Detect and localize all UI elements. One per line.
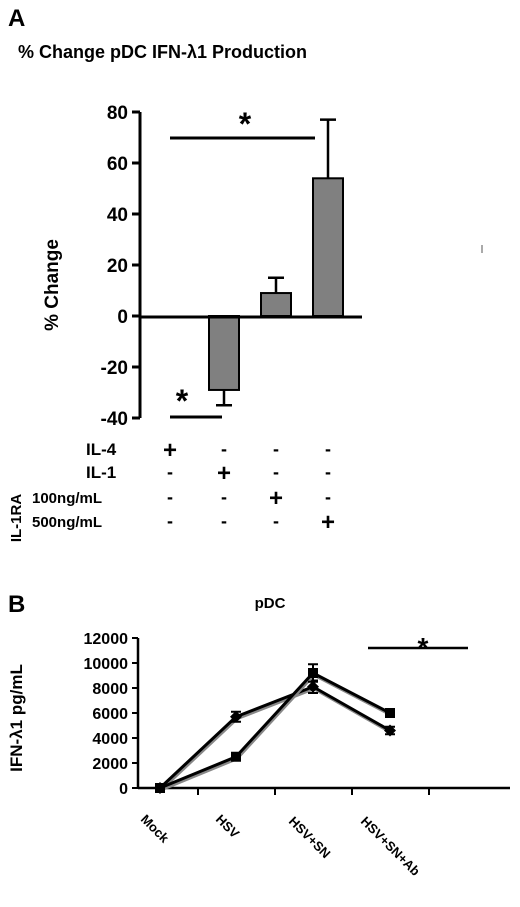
panel-b-series bbox=[154, 663, 396, 794]
panel-a-condition-label: 500ng/mL bbox=[32, 514, 102, 531]
panel-b-y-tick-label: 4000 bbox=[92, 731, 128, 748]
panel-b-y-tick-label: 6000 bbox=[92, 706, 128, 723]
panel-a-condition-mark: - bbox=[221, 487, 227, 507]
panel-a-condition-mark: + bbox=[321, 509, 335, 536]
panel-a-condition-mark: - bbox=[221, 439, 227, 459]
panel-a-y-tick-label: 80 bbox=[107, 103, 128, 124]
panel-b-label: B bbox=[8, 591, 25, 618]
panel-b-y-tick-label: 2000 bbox=[92, 756, 128, 773]
panel-a-condition-mark: - bbox=[221, 511, 227, 531]
panel-a-condition-mark: + bbox=[163, 437, 177, 464]
panel-b-y-tick-label: 10000 bbox=[84, 656, 129, 673]
panel-a-condition-mark: - bbox=[273, 439, 279, 459]
panel-b-title: pDC bbox=[255, 595, 286, 612]
panel-a-y-ticks: -40 -20 0 20 40 60 80 bbox=[101, 103, 140, 430]
panel-a-y-tick-label: -20 bbox=[101, 358, 128, 379]
panel-b-x-tick-label: HSV+SN+Ab bbox=[358, 814, 423, 879]
panel-a-conditions: IL-4 + - - -IL-1- + - -100ng/mL - - + -500ng/mL - - - + bbox=[32, 437, 335, 536]
panel-b-x-tick-label: HSV bbox=[213, 812, 243, 842]
panel-a-y-tick-label: 20 bbox=[107, 256, 128, 277]
panel-a-bar bbox=[260, 292, 292, 317]
panel-b-y-tick-label: 0 bbox=[119, 781, 128, 798]
panel-a-condition-mark: + bbox=[217, 460, 231, 487]
panel-a-sig-star-bottom: * bbox=[176, 383, 189, 419]
panel-a-y-tick-label: 40 bbox=[107, 205, 128, 226]
panel-b-point-square bbox=[308, 668, 318, 678]
panel-a-y-tick-label: 0 bbox=[117, 307, 128, 328]
panel-b-series-line bbox=[158, 685, 391, 790]
panel-a-condition-mark: - bbox=[325, 487, 331, 507]
panel-b-point-square bbox=[385, 708, 395, 718]
panel-b-point-square bbox=[231, 751, 241, 762]
panel-a-condition-mark: - bbox=[273, 462, 279, 482]
panel-b-x-tick-label: Mock bbox=[138, 812, 173, 847]
panel-a-y-tick-label: 60 bbox=[107, 154, 128, 175]
panel-a-label: A bbox=[8, 5, 25, 32]
panel-a-title: % Change pDC IFN-λ1 Production bbox=[18, 42, 307, 62]
panel-a-group-label: IL-1RA bbox=[8, 494, 25, 543]
panel-b-sig-star: * bbox=[418, 632, 429, 663]
panel-a-sig-star-top: * bbox=[239, 106, 252, 142]
panel-a: A % Change pDC IFN-λ1 Production % Chang… bbox=[8, 5, 483, 543]
panel-b-y-tick-label: 12000 bbox=[84, 631, 129, 648]
panel-a-ylabel: % Change bbox=[42, 239, 63, 331]
panel-a-bar bbox=[312, 177, 344, 317]
panel-b-y-ticks: 0 2000 4000 6000 8000 10000 12000 bbox=[84, 631, 138, 798]
panel-a-condition-mark: - bbox=[167, 487, 173, 507]
panel-b-point-diamond bbox=[307, 680, 319, 693]
panel-a-y-tick-label: -40 bbox=[101, 409, 128, 430]
panel-b: B pDC IFN-λ1 pg/mL 0 2000 4000 6000 8000 1000… bbox=[7, 591, 510, 879]
panel-a-condition-mark: - bbox=[273, 511, 279, 531]
panel-a-condition-label: IL-1 bbox=[86, 463, 116, 482]
panel-a-condition-mark: + bbox=[269, 485, 283, 512]
panel-a-condition-mark: - bbox=[167, 462, 173, 482]
panel-a-condition-mark: - bbox=[325, 462, 331, 482]
panel-a-condition-label: IL-4 bbox=[86, 440, 117, 459]
panel-a-condition-mark: - bbox=[325, 439, 331, 459]
panel-b-point-diamond bbox=[384, 724, 396, 737]
panel-b-point-diamond bbox=[230, 710, 242, 723]
panel-a-bar bbox=[208, 315, 240, 391]
panel-b-y-tick-label: 8000 bbox=[92, 681, 128, 698]
panel-a-condition-label: 100ng/mL bbox=[32, 490, 102, 507]
panel-b-point-square bbox=[155, 783, 165, 793]
panel-a-error-bars bbox=[216, 118, 336, 407]
panel-b-ylabel: IFN-λ1 pg/mL bbox=[7, 664, 26, 772]
panel-b-x-tick-label: HSV+SN bbox=[286, 814, 334, 862]
panel-b-series-line bbox=[159, 671, 391, 790]
panel-a-condition-mark: - bbox=[167, 511, 173, 531]
panel-b-x-ticks: Mock HSV HSV+SN HSV+SN+Ab bbox=[138, 788, 430, 879]
